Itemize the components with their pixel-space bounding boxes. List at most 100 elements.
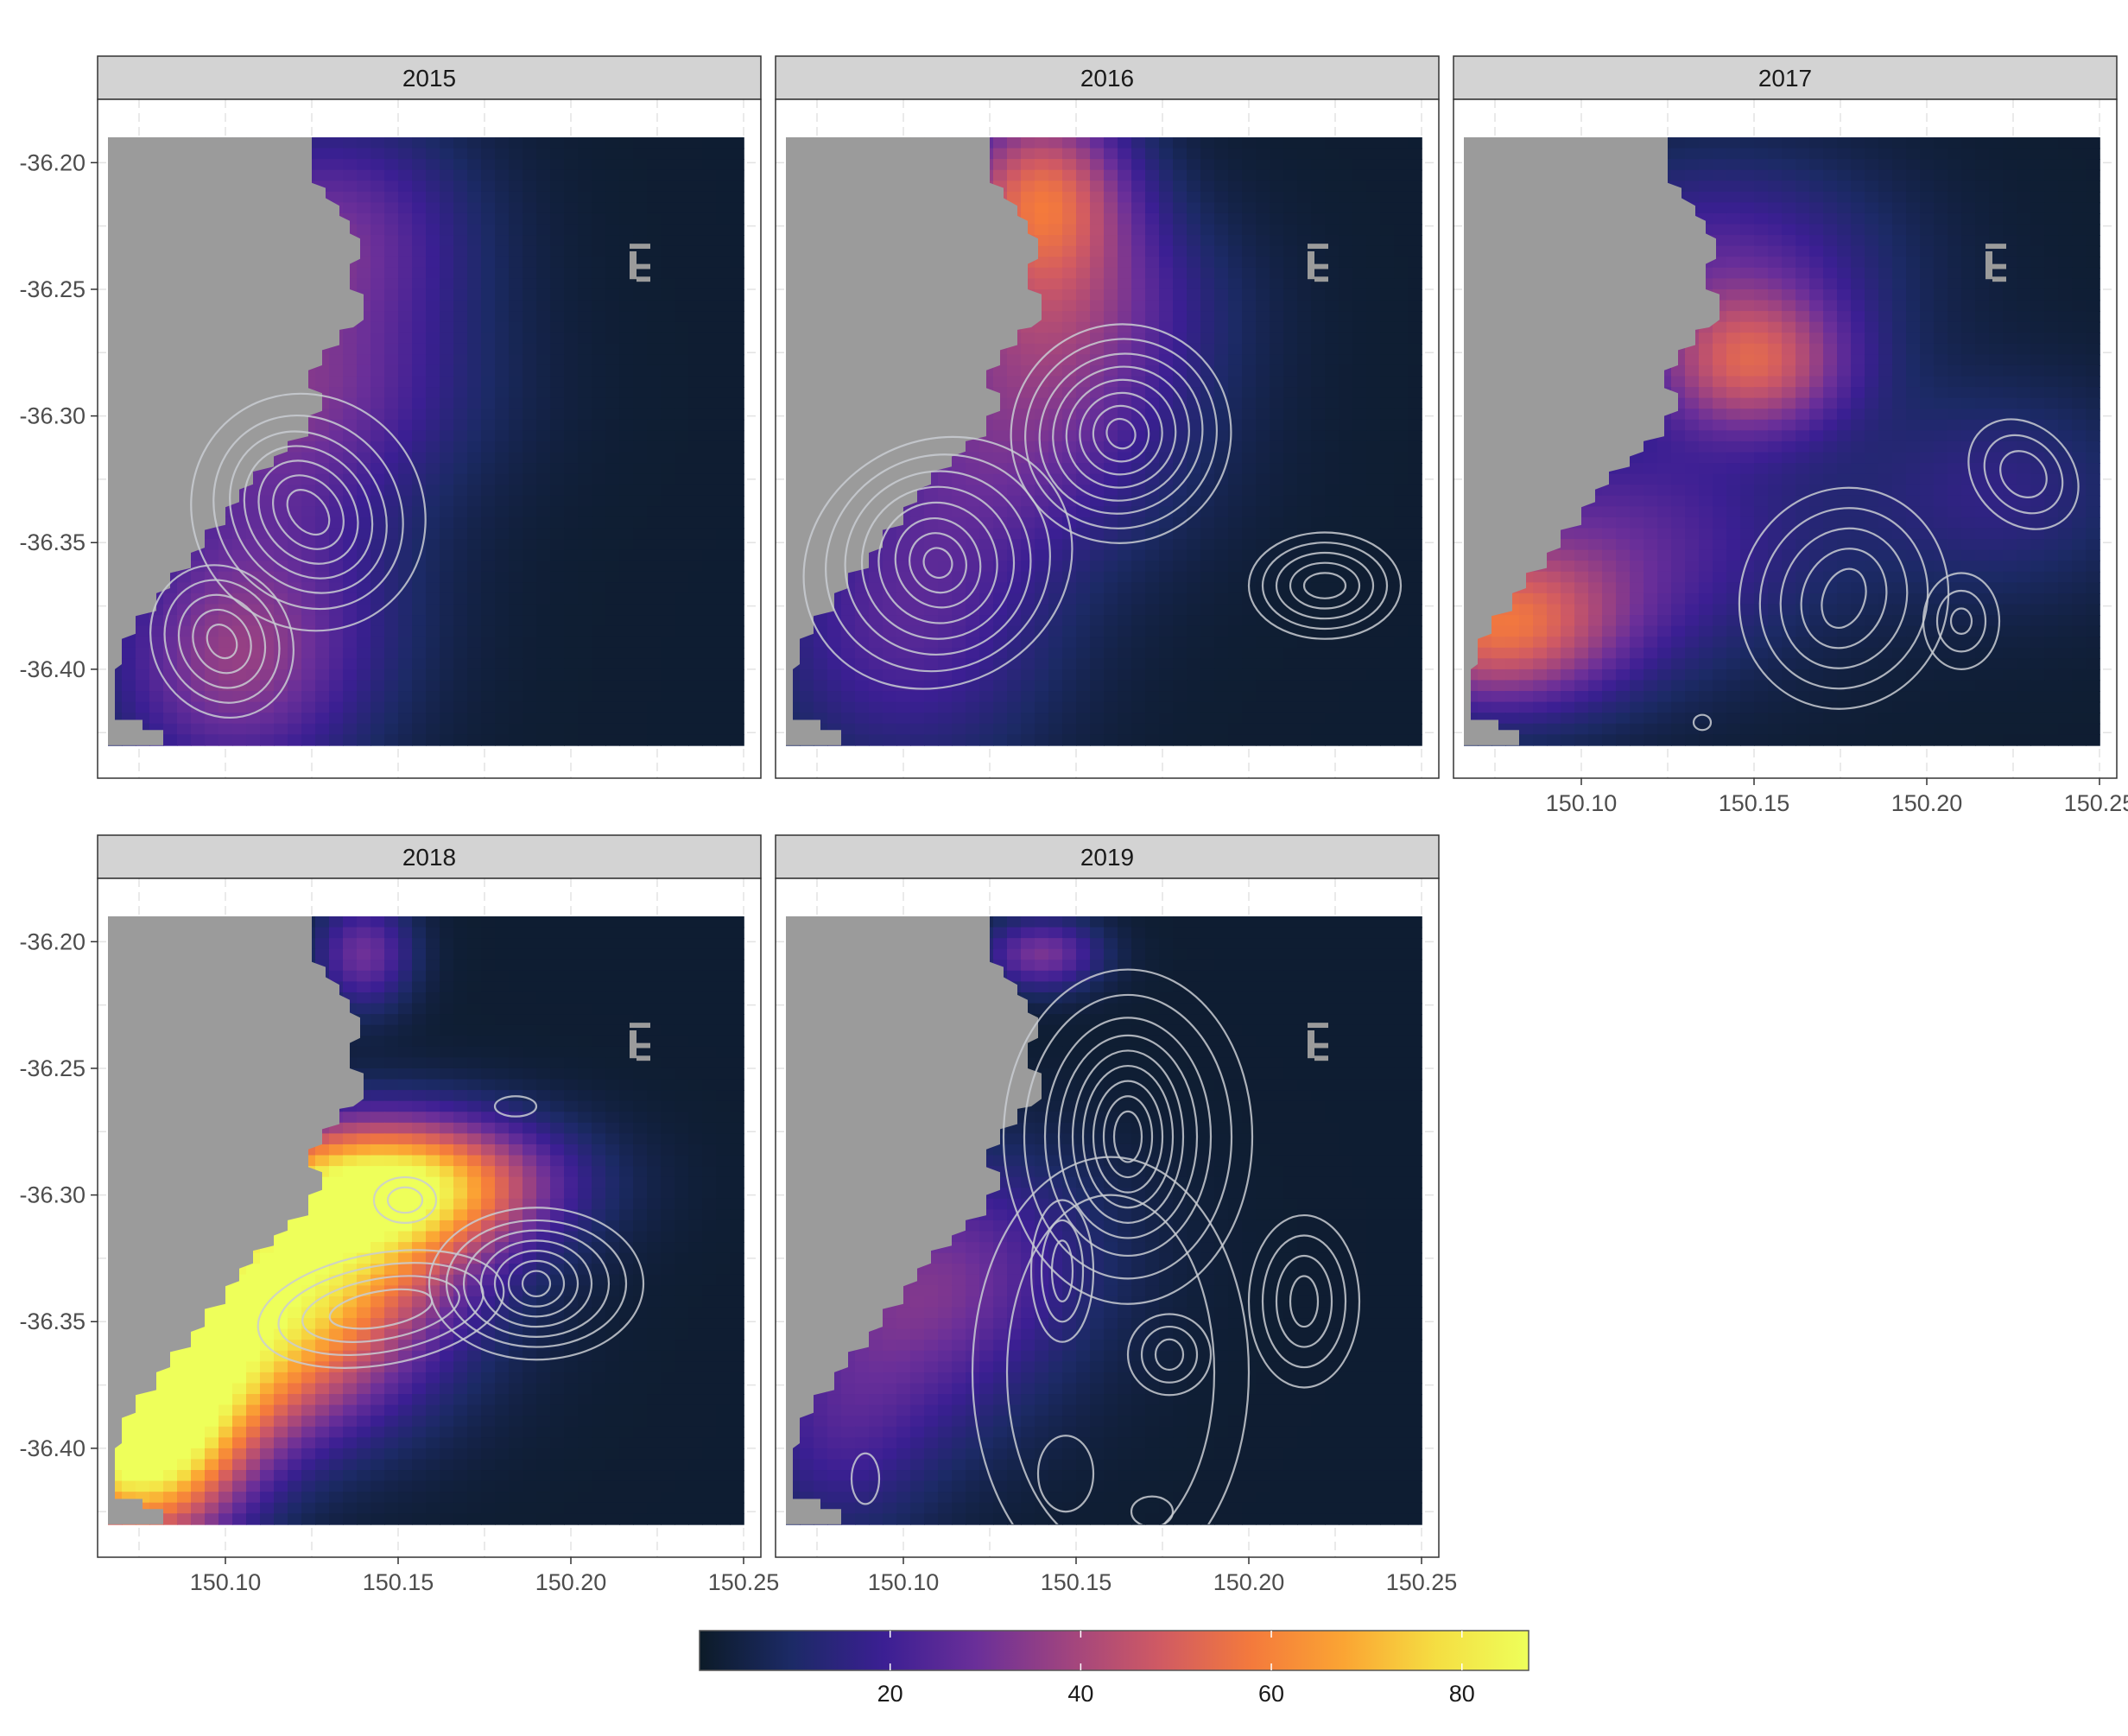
facet-strip: [775, 55, 1440, 100]
panel-border: [97, 878, 762, 1558]
contour-ring: [850, 1452, 881, 1505]
facet-strip: [97, 55, 762, 100]
contour-ring: [328, 1288, 434, 1330]
contour-ring: [1261, 542, 1389, 630]
contour-ring: [286, 489, 331, 536]
x-tick-label: 150.15: [1719, 790, 1790, 816]
contour-ring: [1057, 1034, 1199, 1239]
contour-ring: [229, 430, 388, 594]
contour-ring: [802, 435, 1074, 690]
legend-ticks: 20 40 60 80: [877, 1631, 1475, 1707]
panel-border: [1453, 98, 2118, 779]
contour-ring: [1758, 507, 1929, 690]
contour-ring: [445, 1219, 628, 1348]
contour-ring: [243, 445, 374, 580]
legend-tick-label: 80: [1449, 1681, 1475, 1707]
contour-ring: [277, 1262, 484, 1357]
island: [630, 244, 650, 250]
legend-tick-label: 20: [877, 1681, 903, 1707]
contour-ring: [521, 1270, 552, 1298]
facet-strip: [97, 834, 762, 879]
contour-ring: [372, 1175, 438, 1224]
contour-ring: [1275, 551, 1375, 620]
contour-ring: [825, 453, 1051, 673]
x-tick-label: 150.10: [1546, 790, 1618, 816]
density-contours: [256, 1095, 645, 1369]
density-contours: [850, 968, 1361, 1524]
contour-ring: [1779, 527, 1909, 669]
facet-title: 2015: [402, 65, 456, 92]
x-tick-label: 150.25: [1386, 1569, 1458, 1595]
contour-ring: [493, 1095, 538, 1118]
island: [1314, 263, 1328, 269]
facet-panel-2015: 2015 -36.20 -36.25 -36.30 -36.35 -36.40: [19, 55, 762, 779]
contour-ring: [1005, 1194, 1216, 1524]
x-tick-label: 150.20: [1213, 1569, 1285, 1595]
x-axis: 150.10 150.15 150.20 150.25: [868, 1557, 1458, 1595]
contour-ring: [1092, 404, 1150, 463]
contour-ring: [1800, 548, 1888, 649]
facet-panel-2017: 2017 150.10 150.15 150.20 150.25: [1453, 55, 2128, 816]
contour-ring: [1040, 1219, 1085, 1323]
island: [1992, 263, 2006, 269]
contour-ring: [428, 1207, 645, 1361]
contour-ring: [1038, 352, 1204, 515]
y-tick-label: -36.30: [19, 403, 86, 429]
island: [1308, 1023, 1328, 1029]
island: [1314, 276, 1328, 282]
contour-ring: [1922, 572, 2001, 670]
y-tick-label: -36.35: [19, 1308, 86, 1334]
facet-panels: 2015 -36.20 -36.25 -36.30 -36.35 -36.40 2016 20…: [19, 55, 2128, 1595]
contour-ring: [301, 1275, 460, 1343]
legend-tick-label: 60: [1258, 1681, 1284, 1707]
contour-ring: [1261, 1234, 1347, 1369]
land-mask: [786, 916, 1042, 1524]
x-tick-label: 150.15: [363, 1569, 434, 1595]
density-contours: [1692, 418, 2080, 732]
contour-ring: [163, 579, 281, 704]
contour-ring: [272, 474, 345, 550]
contour-ring: [877, 501, 998, 624]
y-tick-label: -36.40: [19, 656, 86, 682]
x-tick-label: 150.25: [708, 1569, 780, 1595]
y-axis: -36.20 -36.25 -36.30 -36.35 -36.40: [19, 149, 98, 682]
contour-ring: [386, 1186, 424, 1214]
contour-ring: [1289, 1275, 1320, 1328]
contour-ring: [1999, 450, 2048, 498]
island: [630, 1023, 650, 1029]
x-axis: 150.10 150.15 150.20 150.25: [190, 1557, 780, 1595]
island: [1314, 1055, 1328, 1061]
contour-ring: [1081, 1064, 1175, 1209]
contour-ring: [1983, 434, 2064, 515]
y-tick-label: -36.35: [19, 529, 86, 555]
contour-ring: [1071, 1049, 1185, 1224]
y-tick-label: -36.20: [19, 149, 86, 175]
island: [636, 1042, 650, 1049]
x-tick-label: 150.20: [1891, 790, 1963, 816]
facet-strip: [1453, 55, 2118, 100]
facet-panel-2016: 2016: [775, 55, 1440, 779]
facet-title: 2017: [1758, 65, 1812, 92]
contour-ring: [190, 392, 427, 632]
contour-ring: [1065, 378, 1177, 489]
contour-ring: [1692, 713, 1713, 732]
island: [1992, 276, 2006, 282]
x-tick-label: 150.10: [190, 1569, 262, 1595]
contour-ring: [1935, 589, 1987, 653]
contour-ring: [1052, 365, 1190, 502]
land-mask: [108, 916, 364, 1524]
contour-ring: [1275, 1254, 1333, 1348]
contour-ring: [1102, 1095, 1154, 1179]
contour-ring: [1126, 1313, 1213, 1397]
contour-ring: [1302, 572, 1347, 599]
contour-ring: [1023, 993, 1233, 1280]
contour-ring: [1036, 1435, 1095, 1513]
contour-ring: [1105, 417, 1137, 450]
contour-ring: [256, 1249, 505, 1369]
land-mask: [1464, 137, 1720, 745]
contour-ring: [1050, 1239, 1074, 1302]
contour-ring: [1140, 1325, 1199, 1384]
contour-ring: [177, 593, 267, 689]
density-contours: [149, 392, 427, 719]
